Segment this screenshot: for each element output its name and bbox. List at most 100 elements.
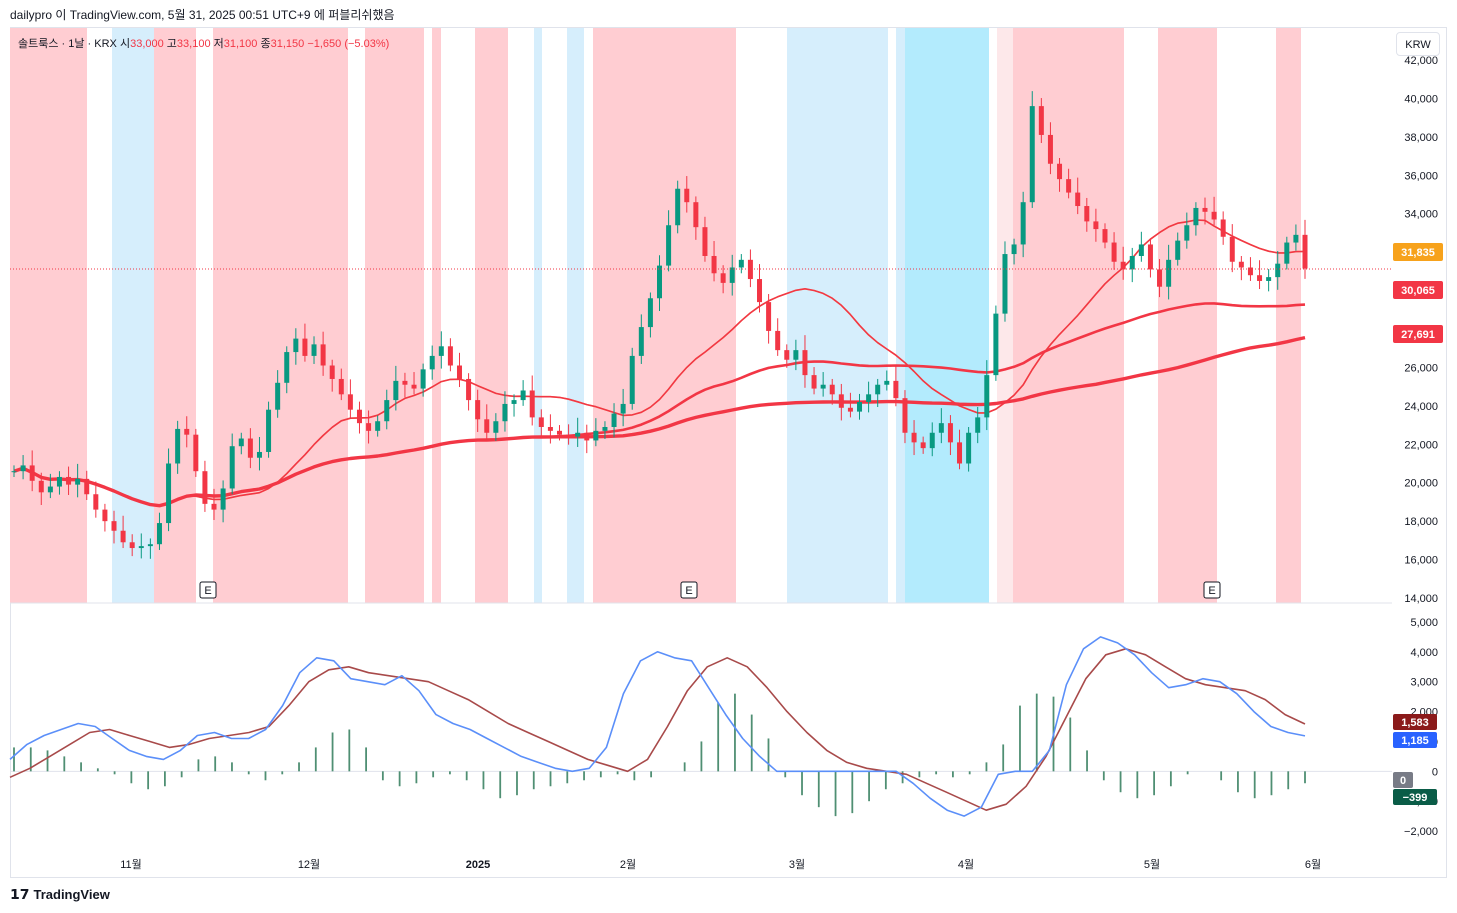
candle-body (775, 330, 781, 351)
candle-body (556, 430, 562, 435)
candle-body (147, 544, 153, 547)
candle-body (1011, 244, 1017, 255)
ma-120-line (13, 335, 1306, 508)
earnings-marker (199, 581, 217, 599)
candle-body (693, 202, 699, 228)
candle-body (984, 375, 990, 418)
session-band (213, 28, 348, 603)
price-badge-label: 31,835 (1401, 247, 1435, 259)
candle-body (1247, 267, 1253, 276)
candle-body (875, 384, 881, 395)
change-value: −1,650 (−5.03%) (307, 38, 390, 50)
earnings-marker-label: E (685, 585, 692, 597)
candle-body (566, 434, 572, 437)
price-badge (1393, 325, 1443, 343)
candle-body (438, 346, 444, 356)
candle-body (1175, 240, 1181, 260)
macd-badge-label: 1,583 (1401, 717, 1429, 729)
session-band (1013, 28, 1124, 603)
candle-body (202, 471, 208, 504)
candle-body (529, 390, 535, 418)
candle-body (1302, 234, 1308, 269)
price-badge (1393, 243, 1443, 261)
candlesticks (11, 91, 1308, 559)
close-label: 종 (260, 38, 271, 50)
candle-body (1047, 134, 1053, 164)
candle-body (1057, 163, 1063, 180)
candle-body (1202, 207, 1208, 212)
time-tick-label: 2월 (620, 858, 636, 871)
candle-body (1147, 244, 1153, 270)
candle-body (711, 255, 717, 274)
candle-body (893, 380, 899, 399)
candle-body (275, 382, 281, 410)
price-badge (1393, 281, 1443, 299)
candle-body (611, 413, 617, 427)
ma-fast-line (13, 219, 1306, 507)
macd-badge-label: 1,185 (1401, 735, 1429, 747)
candle-body (1138, 244, 1144, 256)
session-band (112, 28, 154, 603)
session-bands (10, 28, 1301, 603)
candle-body (284, 352, 290, 383)
tradingview-brand[interactable]: 𝟭𝟳 TradingView (10, 886, 110, 903)
candle-body (675, 188, 681, 226)
candle-body (1120, 261, 1126, 270)
candle-body (456, 365, 462, 379)
candle-body (1111, 242, 1117, 262)
candle-body (702, 227, 708, 256)
price-tick-label: 20,000 (1404, 478, 1438, 490)
candle-body (475, 400, 481, 420)
price-tick-label: 36,000 (1404, 170, 1438, 182)
candle-body (929, 432, 935, 449)
candle-body (957, 442, 963, 464)
candle-body (1293, 234, 1299, 243)
candle-body (1093, 221, 1099, 230)
time-axis: 11월 12월 2025 2월 3월 4월 5월 6월 (120, 858, 1321, 871)
candle-body (1166, 259, 1172, 287)
candle-body (575, 432, 581, 437)
macd-badge (1393, 732, 1437, 748)
candle-body (584, 432, 590, 441)
currency-button[interactable]: KRW (1396, 32, 1440, 56)
candle-body (38, 480, 44, 493)
candle-body (538, 417, 544, 427)
candle-body (766, 302, 772, 331)
candle-body (211, 503, 217, 510)
candle-body (1066, 179, 1072, 193)
candle-body (1020, 202, 1026, 245)
candle-body (93, 494, 99, 510)
candle-body (20, 465, 26, 472)
macd-tick-label: −2,000 (1404, 826, 1438, 838)
candle-body (256, 451, 262, 458)
candle-body (156, 523, 162, 545)
candle-body (420, 369, 426, 389)
candle-body (547, 426, 553, 431)
candle-body (11, 471, 17, 473)
candle-body (447, 346, 453, 366)
candle-body (66, 476, 72, 485)
candle-body (384, 400, 390, 422)
candle-body (1220, 219, 1226, 237)
price-tick-label: 14,000 (1404, 593, 1438, 605)
open-label: 시 (119, 38, 131, 50)
macd-line (9, 636, 1306, 817)
candle-body (829, 384, 835, 395)
candle-body (47, 486, 53, 493)
candle-body (56, 476, 62, 487)
earnings-marker (680, 581, 698, 599)
candle-body (1211, 211, 1217, 220)
candle-body (947, 423, 953, 443)
candle-body (647, 298, 653, 328)
macd-tick-label: 0 (1432, 766, 1438, 778)
candle-body (638, 327, 644, 356)
candle-body (511, 400, 517, 404)
candle-body (738, 259, 744, 268)
candle-body (375, 421, 381, 431)
candle-body (366, 423, 372, 431)
price-tick-label: 22,000 (1404, 439, 1438, 451)
candle-body (393, 380, 399, 401)
candle-body (402, 380, 408, 385)
